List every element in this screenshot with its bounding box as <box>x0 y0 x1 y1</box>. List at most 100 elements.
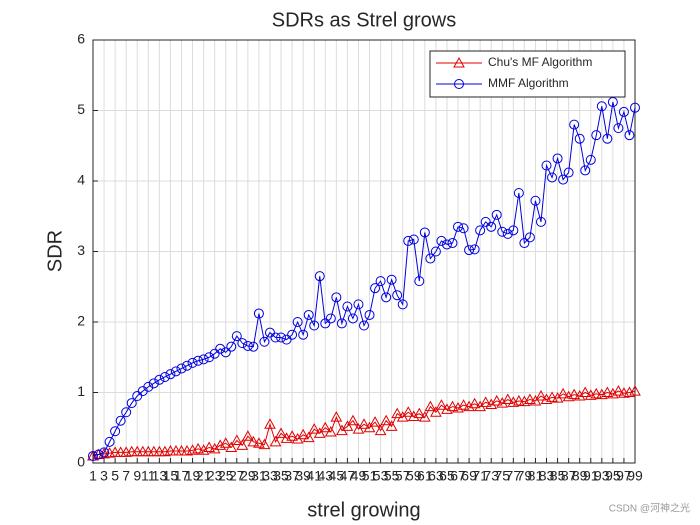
triangle-marker <box>313 427 326 438</box>
x-tick-label: 77 <box>506 468 522 484</box>
y-tick-label: 1 <box>77 383 85 399</box>
circle-marker <box>425 253 436 264</box>
circle-marker <box>281 334 292 345</box>
x-tick-label: 23 <box>207 468 223 484</box>
triangle-marker <box>607 387 619 399</box>
circle-marker <box>453 221 464 232</box>
circle-marker <box>491 209 502 220</box>
circle-marker <box>618 106 629 117</box>
circle-marker <box>115 415 126 426</box>
y-axis-label: SDR <box>44 230 66 272</box>
triangle-marker <box>595 388 608 400</box>
circle-marker <box>359 320 369 331</box>
circle-marker <box>454 79 464 89</box>
triangle-marker <box>385 420 398 431</box>
circle-marker <box>563 167 574 178</box>
x-tick-label: 97 <box>616 468 632 484</box>
circle-marker <box>248 341 259 352</box>
x-tick-label: 49 <box>351 468 367 484</box>
triangle-marker <box>468 397 481 409</box>
chart-title: SDRs as Strel grows <box>272 9 457 31</box>
circle-marker <box>165 369 176 380</box>
x-tick-label: 33 <box>262 468 278 484</box>
circle-marker <box>88 450 98 461</box>
circle-marker <box>242 340 253 351</box>
x-tick-label: 39 <box>295 468 311 484</box>
triangle-marker <box>496 397 509 408</box>
triangle-marker <box>463 400 475 412</box>
circle-marker <box>408 234 419 245</box>
circle-marker <box>386 274 397 285</box>
triangle-marker <box>330 411 343 422</box>
x-tick-label: 25 <box>218 468 234 484</box>
watermark: CSDN @河神之光 <box>609 502 690 515</box>
triangle-marker <box>258 438 271 450</box>
circle-marker <box>99 447 110 458</box>
x-tick-label: 57 <box>395 468 411 484</box>
x-tick-label: 53 <box>373 468 389 484</box>
x-tick-label: 13 <box>152 468 168 484</box>
circle-marker <box>469 244 480 255</box>
circle-marker <box>132 391 143 402</box>
x-tick-label: 35 <box>273 468 289 484</box>
x-tick-label: 31 <box>251 468 267 484</box>
circle-marker <box>220 347 231 358</box>
circle-marker <box>204 352 215 363</box>
triangle-marker <box>197 444 210 455</box>
circle-marker <box>314 271 325 282</box>
x-tick-label: 91 <box>583 468 599 484</box>
x-tick-label: 17 <box>174 468 190 484</box>
circle-marker <box>198 354 209 365</box>
x-tick-label: 63 <box>428 468 444 484</box>
triangle-marker <box>413 407 426 419</box>
circle-marker <box>287 329 298 340</box>
triangle-marker <box>319 421 332 433</box>
circle-marker <box>187 357 198 368</box>
x-tick-label: 81 <box>528 468 544 484</box>
circle-marker <box>414 276 425 287</box>
triangle-marker <box>402 406 415 417</box>
x-tick-label: 9 <box>133 468 141 484</box>
triangle-marker <box>535 389 547 401</box>
triangle-marker <box>452 401 464 413</box>
circle-marker <box>193 355 204 366</box>
x-tick-label: 43 <box>317 468 333 484</box>
triangle-marker <box>601 386 614 397</box>
circle-marker <box>513 187 524 198</box>
triangle-marker <box>225 441 238 452</box>
x-tick-label: 65 <box>439 468 455 484</box>
circle-marker <box>630 102 640 113</box>
circle-marker <box>524 232 535 243</box>
x-tick-label: 19 <box>185 468 201 484</box>
triangle-marker <box>269 435 282 447</box>
circle-marker <box>403 235 414 246</box>
triangle-marker <box>629 385 641 396</box>
x-tick-label: 61 <box>417 468 433 484</box>
circle-marker <box>475 225 486 236</box>
circle-marker <box>502 228 513 239</box>
triangle-marker <box>453 56 465 68</box>
x-tick-label: 83 <box>539 468 555 484</box>
x-tick-label: 1 <box>89 468 97 484</box>
triangle-marker <box>275 427 287 438</box>
triangle-marker <box>391 407 404 419</box>
x-tick-label: 89 <box>572 468 588 484</box>
triangle-marker <box>214 439 227 450</box>
circle-marker <box>215 343 226 354</box>
circle-marker <box>569 119 580 130</box>
triangle-marker <box>457 399 470 410</box>
triangle-marker <box>546 391 558 402</box>
x-tick-label: 15 <box>163 468 179 484</box>
circle-marker <box>325 313 336 324</box>
x-tick-label: 59 <box>406 468 422 484</box>
triangle-marker <box>407 410 420 421</box>
triangle-marker <box>380 414 392 426</box>
triangle-marker <box>247 435 260 447</box>
triangle-marker <box>590 387 603 399</box>
circle-marker <box>126 398 137 409</box>
x-tick-label: 37 <box>284 468 300 484</box>
circle-marker <box>497 226 508 237</box>
circle-marker <box>209 348 220 359</box>
circle-marker <box>381 292 392 303</box>
